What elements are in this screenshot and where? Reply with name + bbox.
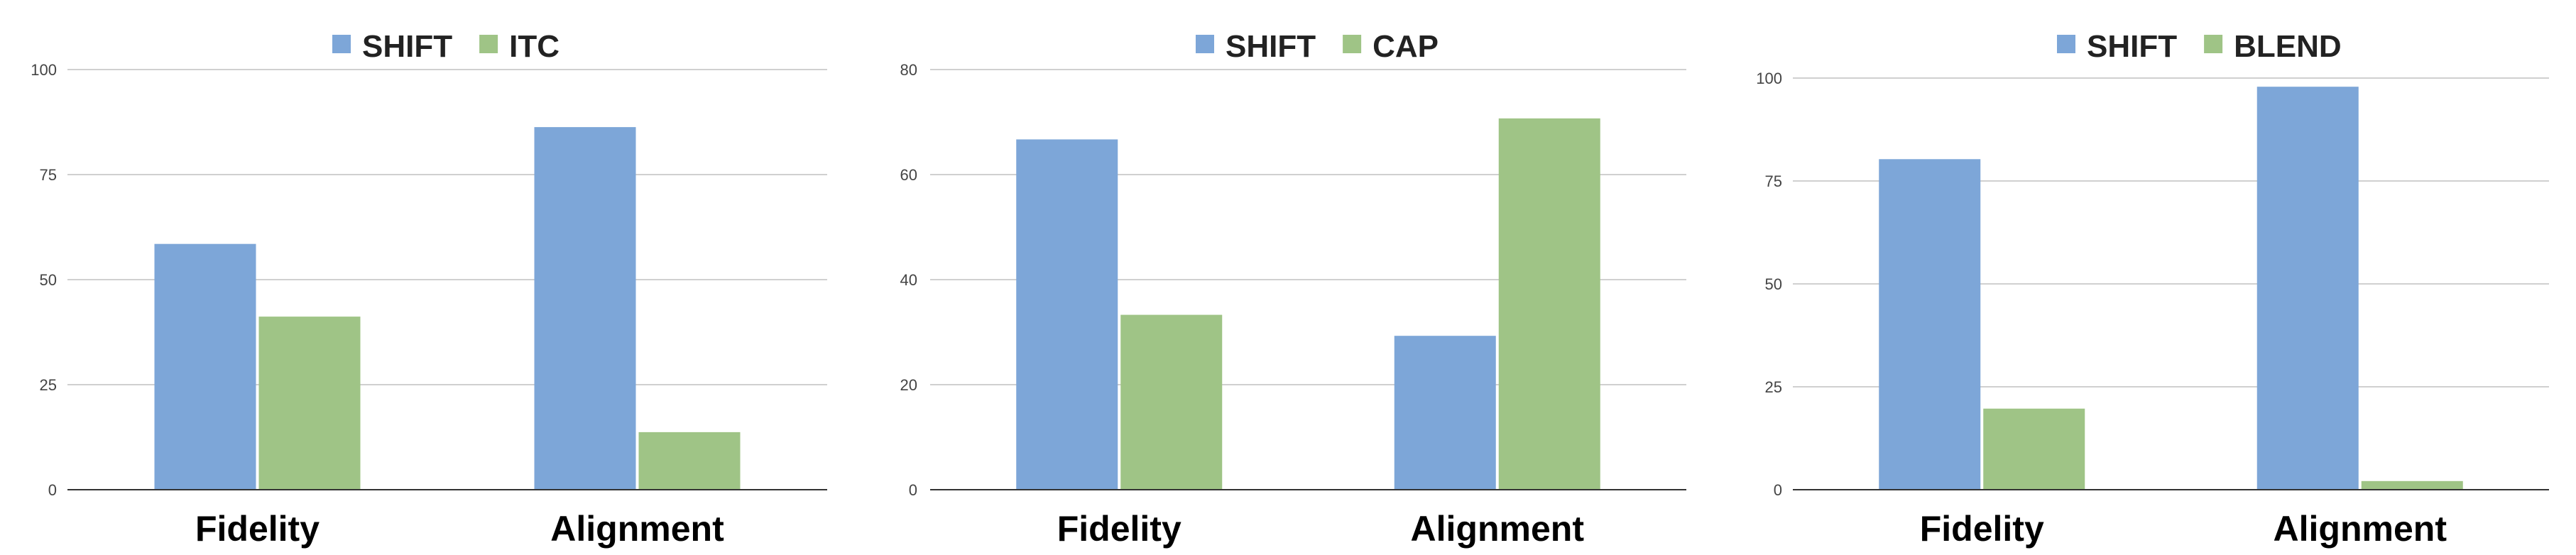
- y-tick-label: 50: [40, 271, 57, 289]
- chart-3: 0 25 50 75 100 Fidelity Alignment SHIFT BLEND: [1756, 29, 2549, 549]
- bar-shift-alignment: [1394, 336, 1496, 490]
- x-category-label: Fidelity: [1057, 509, 1181, 549]
- chart-1: 0 25 50 75 100 Fidelity Alignment SHIFT ITC: [31, 29, 827, 549]
- legend-label: SHIFT: [2087, 29, 2177, 64]
- y-tick-label: 0: [48, 481, 57, 499]
- y-tick-label: 50: [1765, 275, 1782, 293]
- legend-label: SHIFT: [362, 29, 452, 64]
- legend-label: BLEND: [2234, 29, 2342, 64]
- y-tick-label: 80: [900, 61, 917, 79]
- x-category-label: Alignment: [2274, 509, 2447, 549]
- y-tick-label: 40: [900, 271, 917, 289]
- legend-label: ITC: [509, 29, 560, 64]
- bar-cap-fidelity: [1120, 314, 1223, 490]
- y-tick-label: 25: [1765, 378, 1782, 396]
- bar-shift-fidelity: [1016, 139, 1118, 490]
- legend: SHIFT ITC: [332, 29, 560, 64]
- bar-shift-fidelity: [1879, 159, 1981, 490]
- x-category-label: Fidelity: [1920, 509, 2044, 549]
- legend-swatch: [1343, 35, 1362, 53]
- x-category-label: Alignment: [1411, 509, 1585, 549]
- bar-blend-fidelity: [1983, 408, 2085, 490]
- x-category-label: Alignment: [550, 509, 724, 549]
- y-tick-label: 20: [900, 376, 917, 394]
- x-category-label: Fidelity: [195, 509, 320, 549]
- legend-swatch: [2057, 35, 2075, 53]
- y-tick-label: 100: [1756, 70, 1782, 87]
- legend-swatch: [2204, 35, 2223, 53]
- legend-label: CAP: [1372, 29, 1439, 64]
- bar-shift-alignment: [2256, 87, 2359, 490]
- bar-shift-alignment: [534, 127, 636, 490]
- legend-label: SHIFT: [1226, 29, 1316, 64]
- legend: SHIFT CAP: [1196, 29, 1439, 64]
- bar-blend-alignment: [2361, 480, 2463, 490]
- y-tick-label: 0: [909, 481, 917, 499]
- y-tick-label: 0: [1774, 481, 1782, 499]
- legend-swatch: [1196, 35, 1214, 53]
- bar-shift-fidelity: [154, 243, 256, 490]
- y-tick-label: 75: [1765, 172, 1782, 190]
- bar-cap-alignment: [1498, 118, 1600, 490]
- y-tick-label: 60: [900, 166, 917, 184]
- chart-2: 0 20 40 60 80 Fidelity Alignment SHIFT CAP: [900, 29, 1686, 549]
- legend-swatch: [332, 35, 351, 53]
- legend: SHIFT BLEND: [2057, 29, 2342, 64]
- y-tick-label: 75: [40, 166, 57, 184]
- y-tick-label: 100: [31, 61, 57, 79]
- legend-swatch: [479, 35, 498, 53]
- bar-itc-alignment: [638, 432, 741, 490]
- bar-itc-fidelity: [258, 317, 361, 490]
- y-tick-label: 25: [40, 376, 57, 394]
